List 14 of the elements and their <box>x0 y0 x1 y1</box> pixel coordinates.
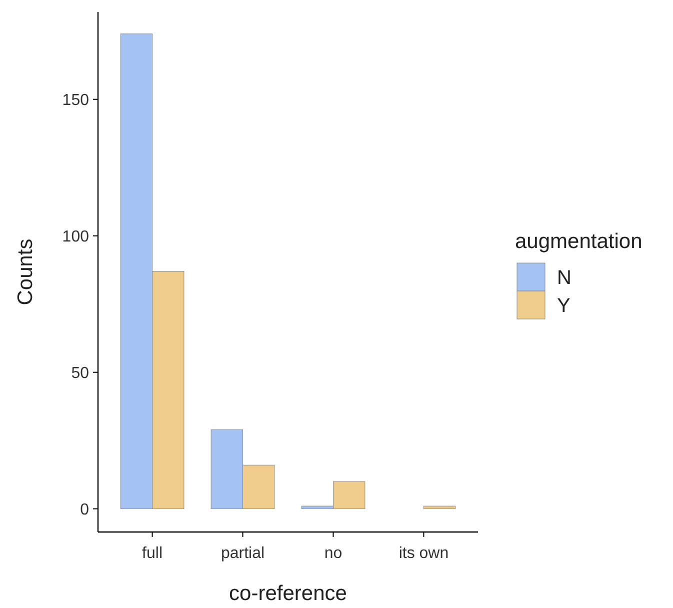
x-axis-title: co-reference <box>229 582 347 605</box>
bar <box>423 506 456 510</box>
legend-label: N <box>557 267 572 289</box>
y-tick-label: 100 <box>62 228 90 246</box>
y-tick-label: 150 <box>62 92 90 109</box>
x-tick-label: full <box>142 545 163 562</box>
y-tick-label: 0 <box>80 501 90 518</box>
x-tick-label: partial <box>220 545 265 562</box>
y-tick-label: 50 <box>71 364 90 382</box>
legend-label: Y <box>557 295 570 317</box>
x-tick-label: its own <box>398 545 449 562</box>
y-axis-title: Counts <box>14 238 37 306</box>
legend-title: augmentation <box>515 230 642 253</box>
x-tick-label: no <box>324 545 342 562</box>
